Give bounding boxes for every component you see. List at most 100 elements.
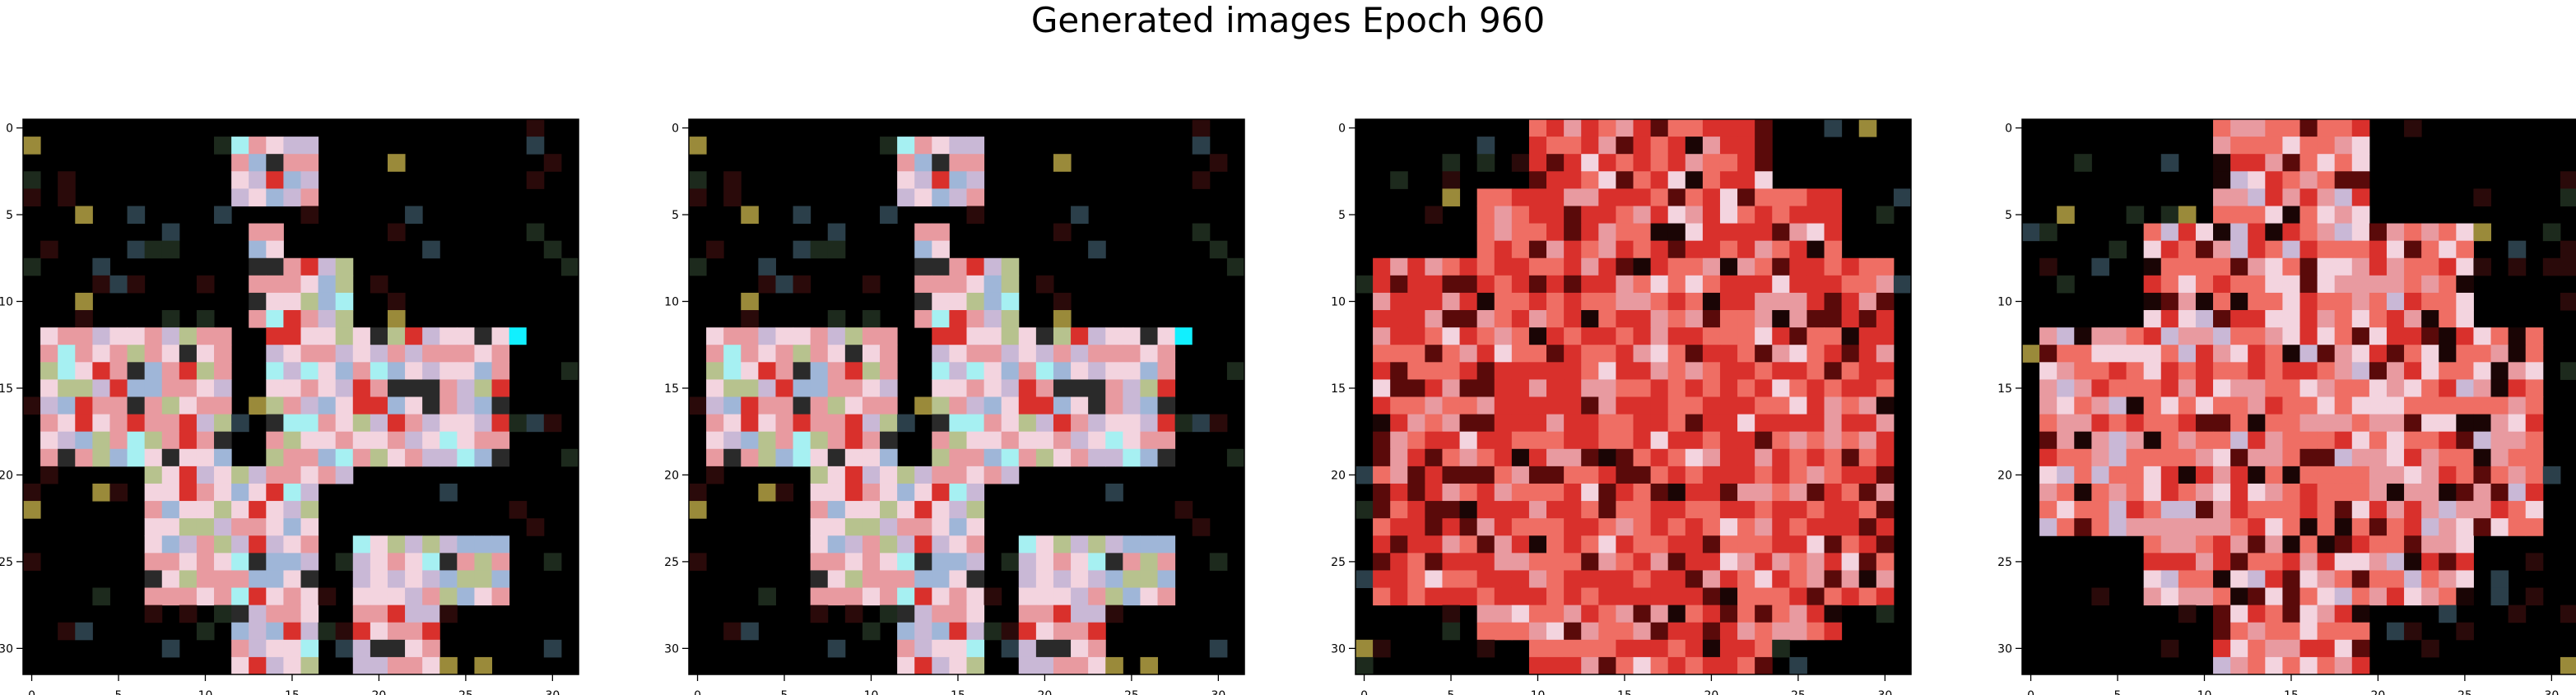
image-pixel (1789, 605, 1807, 623)
image-pixel (1598, 622, 1616, 641)
image-pixel (196, 518, 215, 536)
image-pixel (109, 414, 128, 433)
image-pixel (231, 171, 249, 189)
image-pixel (1755, 257, 1773, 276)
image-pixel (1858, 379, 1877, 397)
image-pixel (249, 466, 267, 484)
image-pixel (1806, 240, 1825, 259)
image-pixel (1755, 431, 1773, 450)
image-pixel (2421, 535, 2439, 554)
image-pixel (1650, 570, 1669, 589)
image-pixel (2282, 396, 2300, 415)
image-pixel (40, 362, 58, 380)
image-pixel (23, 188, 41, 206)
image-pixel (1824, 448, 1843, 467)
image-pixel (1390, 310, 1408, 328)
image-pixel (862, 622, 881, 641)
image-pixel (2109, 414, 2127, 433)
image-pixel (2456, 310, 2474, 328)
image-pixel (1633, 257, 1652, 276)
image-pixel (318, 275, 337, 294)
image-pixel (1667, 275, 1686, 294)
image-pixel (1140, 379, 1159, 397)
image-pixel (1494, 275, 1513, 294)
image-pixel (92, 396, 110, 415)
image-pixel (2230, 327, 2248, 345)
image-pixel (723, 622, 742, 641)
image-pixel (1616, 223, 1634, 242)
image-pixel (2490, 379, 2509, 397)
image-pixel (966, 327, 985, 345)
image-pixel (2508, 327, 2527, 345)
image-pixel (1373, 501, 1391, 519)
image-pixel (2213, 396, 2231, 415)
image-pixel (880, 483, 898, 502)
image-pixel (1546, 137, 1565, 155)
image-pixel (1459, 466, 1478, 484)
image-pixel (2265, 257, 2283, 276)
image-pixel (2265, 154, 2283, 172)
image-pixel (474, 570, 493, 589)
image-pixel (1719, 501, 1738, 519)
image-pixel (2109, 327, 2127, 345)
image-pixel (1824, 622, 1843, 641)
image-pixel (1564, 587, 1582, 606)
image-pixel (2248, 396, 2266, 415)
image-pixel (1616, 188, 1634, 206)
image-pixel (2299, 119, 2318, 137)
image-pixel (1737, 622, 1755, 641)
image-pixel (1018, 622, 1037, 641)
image-pixel (1789, 257, 1807, 276)
image-pixel (1858, 587, 1877, 606)
image-pixel (2421, 310, 2439, 328)
image-pixel (1876, 466, 1895, 484)
image-pixel (1702, 414, 1721, 433)
image-pixel (2560, 257, 2576, 276)
image-pixel (2439, 518, 2457, 536)
image-pixel (2542, 257, 2561, 276)
image-pixel (2386, 466, 2405, 484)
image-pixel (1564, 414, 1582, 433)
image-pixel (2230, 396, 2248, 415)
image-pixel (214, 206, 232, 225)
image-pixel (40, 466, 58, 484)
image-pixel (741, 396, 759, 415)
image-pixel (775, 327, 794, 345)
image-pixel (1616, 345, 1634, 363)
image-pixel (1650, 501, 1669, 519)
image-pixel (1511, 257, 1530, 276)
image-pixel (1442, 518, 1461, 536)
image-pixel (1511, 345, 1530, 363)
image-pixel (1789, 292, 1807, 311)
image-pixel (1459, 310, 1478, 328)
image-pixel (1772, 605, 1790, 623)
image-pixel (2386, 292, 2405, 311)
image-pixel (2230, 483, 2248, 502)
image-pixel (1824, 188, 1843, 206)
image-pixel (509, 414, 528, 433)
image-pixel (1581, 570, 1599, 589)
image-pixel (2421, 275, 2439, 294)
image-pixel (2351, 501, 2370, 519)
image-pixel (1824, 483, 1843, 502)
image-pixel (2334, 639, 2353, 658)
image-pixel (1459, 345, 1478, 363)
image-pixel (1772, 257, 1790, 276)
image-pixel (1772, 275, 1790, 294)
image-pixel (2282, 501, 2300, 519)
image-pixel (966, 275, 985, 294)
image-pixel (214, 448, 232, 467)
image-pixel (2351, 483, 2370, 502)
image-pixel (1425, 553, 1443, 571)
image-pixel (949, 553, 967, 571)
image-pixel (2195, 587, 2214, 606)
image-pixel (2421, 448, 2439, 467)
image-pixel (2317, 414, 2336, 433)
image-pixel (1824, 119, 1843, 137)
image-pixel (949, 518, 967, 536)
image-pixel (2265, 587, 2283, 606)
image-pixel (1390, 292, 1408, 311)
image-pixel (1737, 656, 1755, 675)
image-pixel (1001, 362, 1020, 380)
image-pixel (109, 379, 128, 397)
